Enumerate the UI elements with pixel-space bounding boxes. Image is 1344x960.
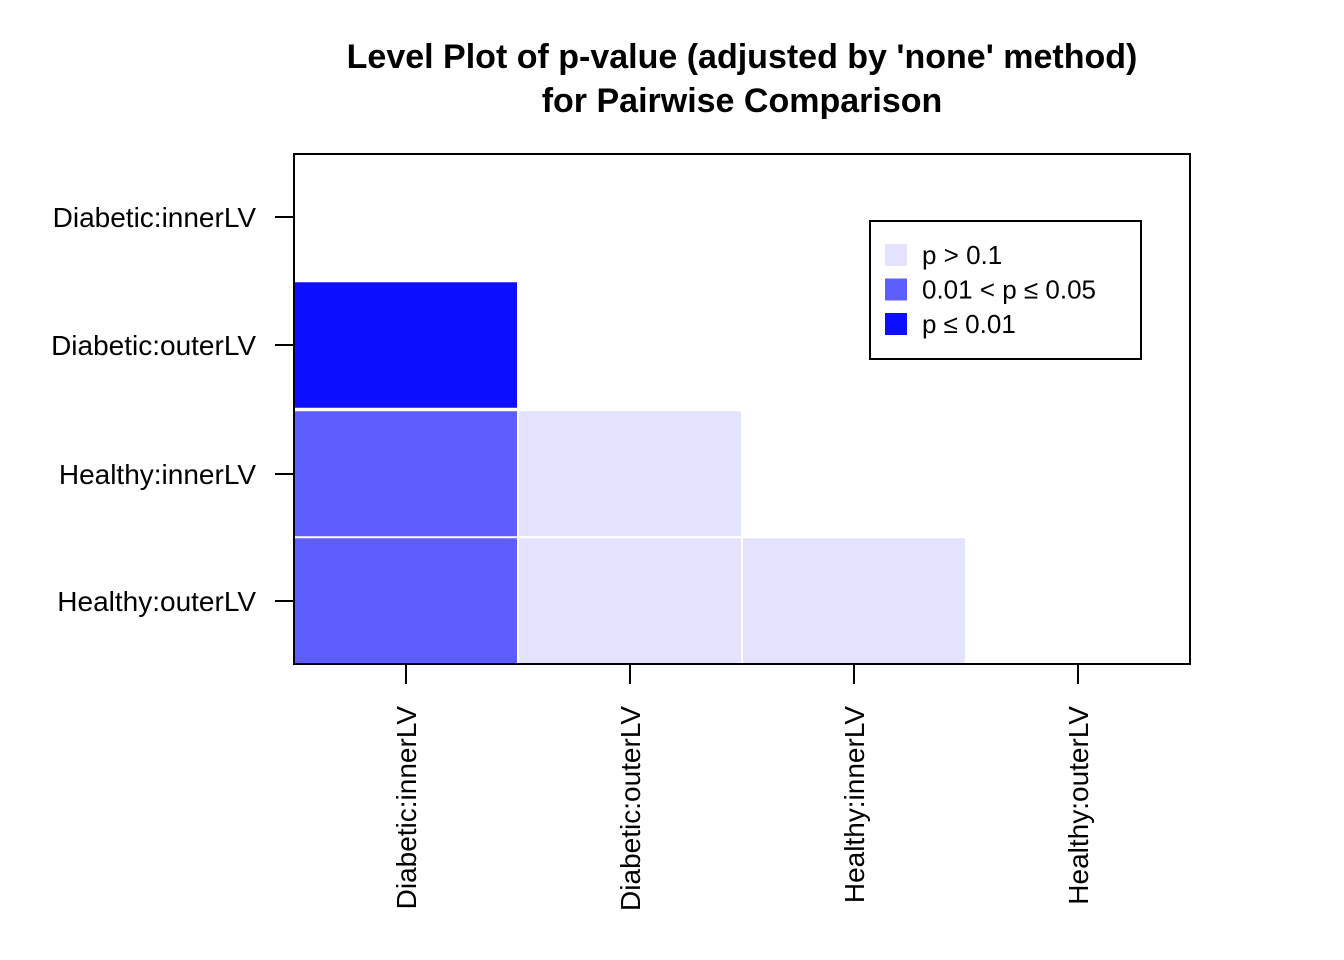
heatmap-cell-1 xyxy=(293,409,519,539)
legend-swatch-2 xyxy=(885,313,907,335)
legend-swatch-0 xyxy=(885,244,907,266)
legend: p > 0.1 0.01 < p ≤ 0.05 p ≤ 0.01 xyxy=(869,220,1142,360)
x-tick-label-2: Healthy:innerLV xyxy=(839,706,870,903)
y-axis: Diabetic:innerLV Diabetic:outerLV Healthy:… xyxy=(51,202,294,617)
y-tick-label-2: Healthy:innerLV xyxy=(59,459,256,490)
heatmap-cell-5 xyxy=(741,536,967,666)
legend-label-1: 0.01 < p ≤ 0.05 xyxy=(922,275,1096,305)
y-tick-label-0: Diabetic:innerLV xyxy=(53,202,257,233)
y-tick-label-3: Healthy:outerLV xyxy=(57,586,256,617)
legend-label-2: p ≤ 0.01 xyxy=(922,309,1016,339)
legend-label-0: p > 0.1 xyxy=(922,240,1002,270)
plot-frame xyxy=(293,153,1191,665)
legend-swatch-1 xyxy=(885,278,907,301)
y-tick-label-1: Diabetic:outerLV xyxy=(51,330,256,361)
heatmap-cell-4 xyxy=(517,536,743,666)
x-tick-label-3: Healthy:outerLV xyxy=(1063,706,1094,905)
x-axis: Diabetic:innerLV Diabetic:outerLV Healthy:… xyxy=(391,664,1094,911)
legend-box xyxy=(869,220,1142,360)
heatmap-cell-2 xyxy=(293,536,519,666)
chart-subtitle: for Pairwise Comparison xyxy=(542,82,943,120)
x-tick-label-0: Diabetic:innerLV xyxy=(391,706,422,910)
x-tick-label-1: Diabetic:outerLV xyxy=(615,706,646,911)
heatmap-cell-3 xyxy=(517,409,743,539)
heatmap-cell-0 xyxy=(293,280,519,410)
chart-title: Level Plot of p-value (adjusted by 'none… xyxy=(347,38,1138,76)
heatmap-cells xyxy=(293,280,967,666)
